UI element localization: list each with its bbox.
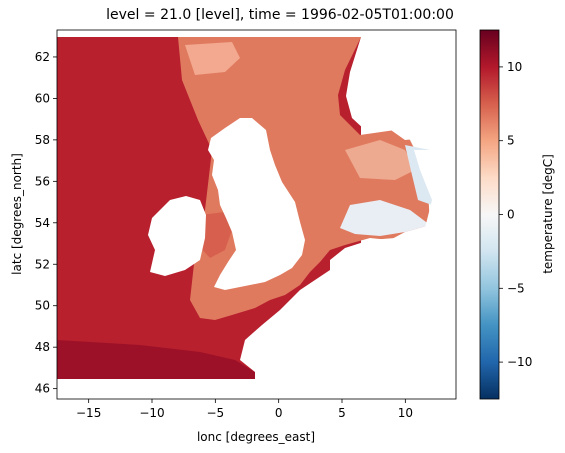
y-tick-label: 50 [35,299,50,313]
y-tick-label: 52 [35,257,50,271]
colorbar-tick-label: 0 [507,208,515,222]
y-tick-label: 60 [35,91,50,105]
x-axis: −15 −10 −5 0 5 10 [76,399,413,420]
colorbar-tick-label: 5 [507,134,515,148]
x-tick-label: 0 [275,406,283,420]
x-tick-label: 10 [398,406,413,420]
x-axis-label: lonc [degrees_east] [197,430,315,444]
x-tick-label: 5 [338,406,346,420]
colorbar-ticks: −10 −5 0 5 10 [499,60,532,369]
colorbar-label: temperature [degC] [541,154,555,274]
colorbar-tick-label: 10 [507,60,522,74]
x-tick-label: −10 [139,406,164,420]
norwegian-sea-patch [185,42,240,75]
x-tick-label: −15 [76,406,101,420]
y-tick-label: 58 [35,133,50,147]
france-land [240,270,330,399]
y-tick-label: 48 [35,340,50,354]
y-axis: 46 48 50 52 54 56 58 60 62 [35,50,57,396]
colorbar-tick-label: −10 [507,355,532,369]
ireland-land [148,196,206,276]
y-tick-label: 56 [35,174,50,188]
continent-land [330,150,456,399]
y-tick-label: 46 [35,382,50,396]
heatmap-area [57,30,456,399]
biscay-field [57,340,255,379]
y-axis-label: latc [degrees_north] [10,153,24,275]
plot-frame [56,29,457,400]
x-tick-label: −5 [206,406,224,420]
colorbar-tick-label: −5 [507,281,525,295]
colorbar-gradient [479,29,500,400]
irish-sea-field [198,212,232,258]
chart-title: level = 21.0 [level], time = 1996-02-05T… [106,7,454,23]
great-britain-land [208,118,305,290]
colorbar: −10 −5 0 5 10 temperature [degC] [479,29,555,400]
german-bight-field [340,200,430,236]
y-tick-label: 54 [35,216,50,230]
skagerrak-field [345,140,415,180]
y-tick-label: 62 [35,50,50,64]
scandinavia-land [346,37,456,140]
